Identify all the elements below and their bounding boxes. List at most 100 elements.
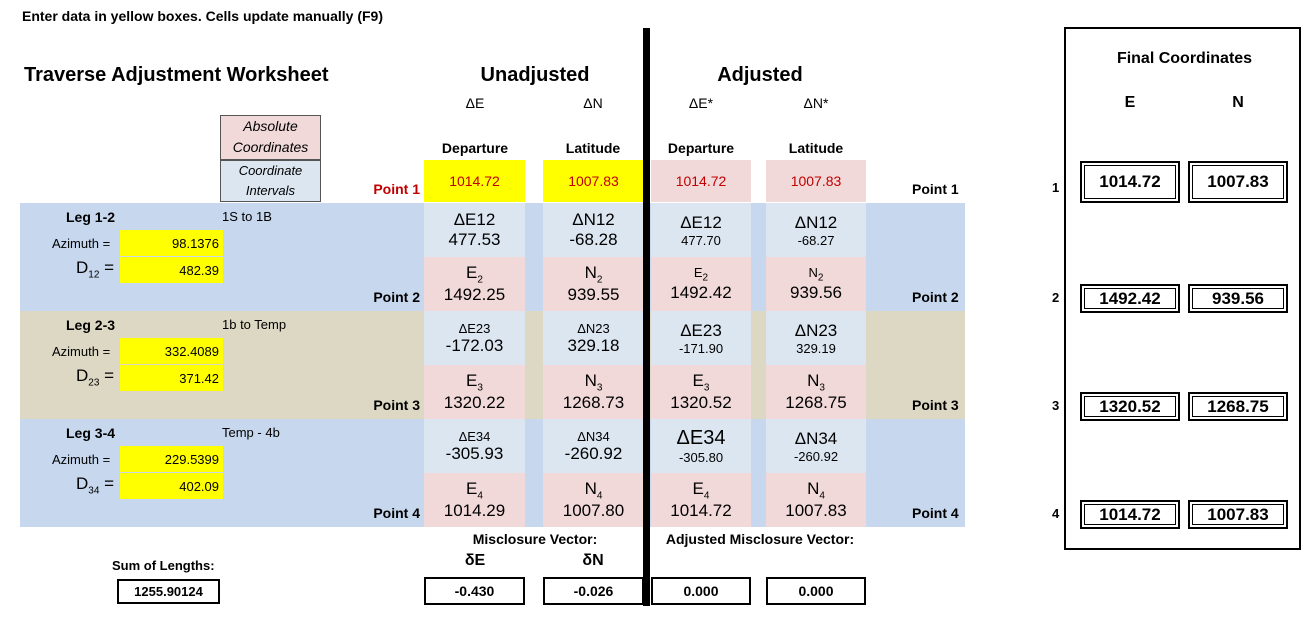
leg-2-d-base: D [76,366,89,385]
leg-2-de-label: ΔE23 [458,320,491,336]
leg-3-adj-e-cell: E4 1014.72 [651,473,751,527]
leg-3-ae-sub: 4 [703,490,710,502]
leg-1-e-sub: 2 [477,274,483,286]
leg-2-e-value: 1320.22 [443,393,506,413]
leg-1-azimuth-label: Azimuth = [52,236,111,251]
start-unadj-e-input[interactable]: 1014.72 [424,160,525,202]
final-row-2-e: 1492.42 [1080,284,1180,313]
leg-2-ae-base: E [692,370,704,390]
adjusted-misclosure-dn-value: 0.000 [766,577,866,605]
final-e-header: E [1124,94,1136,111]
leg-3-an-label: N4 [807,479,825,501]
leg-1-azimuth-input[interactable]: 98.1376 [120,230,223,256]
leg-3-unadj-de-cell: ΔE34 -305.93 [424,419,525,473]
leg-3-adj-n-cell: N4 1007.83 [766,473,866,527]
leg-2-name: Leg 2-3 [66,317,116,333]
leg-1-an-base: N [808,264,818,280]
leg-1-n-value: 939.55 [567,285,620,305]
leg-3-e-sub: 4 [477,490,483,502]
right-point-4-label: Point 4 [912,505,959,521]
start-adj-e: 1014.72 [651,160,751,202]
departure-adj-header: Departure [667,140,735,156]
leg-1-dn-label: ΔN12 [572,210,615,229]
leg-1-de-value: 477.53 [448,230,501,249]
leg-1-dn-value: -68.28 [569,230,618,249]
start-unadj-n-input[interactable]: 1007.83 [543,160,644,202]
misclosure-de-label: δE [464,552,486,569]
leg-2-n-base: N [584,370,597,390]
leg-3-unadj-dn-cell: ΔN34 -260.92 [543,419,644,473]
final-row-4-n: 1007.83 [1188,500,1288,529]
leg-2-distance-input[interactable]: 371.42 [120,365,223,391]
leg-1-unadj-de-cell: ΔE12 477.53 [424,203,525,257]
leg-3-an-value: 1007.83 [785,501,847,521]
legend-coordinate-intervals: Coordinate Intervals [220,160,321,202]
leg-3-adn-label: ΔN34 [794,428,838,448]
final-row-2-n: 939.56 [1188,284,1288,313]
leg-3-dn-value: -260.92 [564,443,623,463]
leg-3-de-label: ΔE34 [458,428,491,444]
unadjusted-header: Unadjusted [480,64,590,86]
leg-2-point-label: Point 3 [373,397,420,413]
leg-2-e-base: E [466,370,478,390]
leg-1-de-label: ΔE12 [453,210,496,229]
leg-1-e-value: 1492.25 [443,285,506,305]
leg-1-n-base: N [584,262,597,282]
leg-3-e-label: E4 [466,479,483,501]
misclosure-de-value: -0.430 [424,577,525,605]
leg-3-d-label: D34 = [76,474,115,497]
leg-2-adj-e-cell: E3 1320.52 [651,365,751,419]
leg-2-unadj-n-cell: N3 1268.73 [543,365,644,419]
leg-3-azimuth-label: Azimuth = [52,452,111,467]
leg-1-d-base: D [76,258,89,277]
leg-3-ade-value: -305.80 [678,450,724,465]
leg-3-azimuth-input[interactable]: 229.5399 [120,446,223,472]
latitude-header: Latitude [565,140,621,156]
leg-2-de-value: -172.03 [445,335,504,355]
leg-1-adj-de-cell: ΔE12 477.70 [651,203,751,257]
leg-1-an-value: 939.56 [790,283,842,303]
final-row-1-e: 1014.72 [1080,161,1180,203]
leg-1-name: Leg 1-2 [66,209,116,225]
leg-1-ae-base: E [693,264,703,280]
leg-2-d-label: D23 = [76,366,115,389]
leg-3-unadj-e-cell: E4 1014.29 [424,473,525,527]
leg-1-adn-value: -68.27 [797,232,835,248]
leg-2-an-base: N [807,370,820,390]
leg-1-adn-label: ΔN12 [794,212,838,232]
departure-header: Departure [441,140,509,156]
leg-2-e-label: E3 [466,371,483,393]
unadjusted-adjusted-divider [643,28,650,606]
leg-3-distance-input[interactable]: 402.09 [120,473,223,499]
leg-3-point-label: Point 4 [373,505,420,521]
de-header: ΔE [465,95,485,111]
legend-absolute-line1: Absolute [243,118,298,134]
dn-adj-header: ΔN* [803,95,829,111]
leg-2-azimuth-input[interactable]: 332.4089 [120,338,223,364]
worksheet-title: Traverse Adjustment Worksheet [24,64,329,86]
misclosure-dn-value: -0.026 [543,577,644,605]
leg-1-unadj-n-cell: N2 939.55 [543,257,644,311]
misclosure-dn-label: δN [582,552,604,569]
dn-header: ΔN [583,95,603,111]
leg-1-unadj-dn-cell: ΔN12 -68.28 [543,203,644,257]
leg-1-adj-e-cell: E2 1492.42 [651,257,751,311]
leg-1-distance-input[interactable]: 482.39 [120,257,223,283]
leg-3-e-value: 1014.29 [443,501,506,521]
final-row-3-index: 3 [1052,398,1060,413]
final-row-1-n: 1007.83 [1188,161,1288,203]
leg-2-ade-label: ΔE23 [680,320,722,340]
final-row-3-n: 1268.75 [1188,392,1288,421]
leg-2-adn-label: ΔN23 [794,320,838,340]
legend-intervals-line1: Coordinate [238,163,303,178]
start-adj-n: 1007.83 [766,160,866,202]
leg-1-adj-n-cell: N2 939.56 [766,257,866,311]
leg-2-adj-de-cell: ΔE23 -171.90 [651,311,751,365]
leg-2-azimuth-label: Azimuth = [52,344,111,359]
leg-2-unadj-e-cell: E3 1320.22 [424,365,525,419]
leg-3-adj-dn-cell: ΔN34 -260.92 [766,419,866,473]
latitude-adj-header: Latitude [788,140,844,156]
leg-1-ade-value: 477.70 [681,232,721,248]
final-row-4-e: 1014.72 [1080,500,1180,529]
legend-intervals-line2: Intervals [245,183,296,198]
